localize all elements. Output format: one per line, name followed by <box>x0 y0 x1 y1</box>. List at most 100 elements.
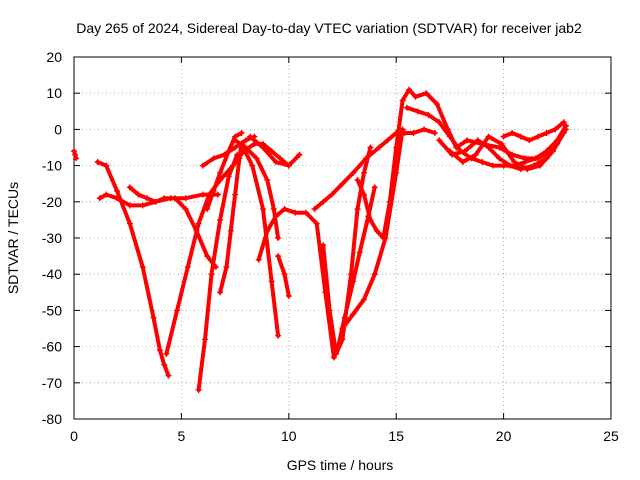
data-point <box>232 144 239 151</box>
data-point <box>193 227 200 234</box>
data-point <box>431 130 438 137</box>
data-point <box>272 213 279 220</box>
data-point <box>507 162 514 169</box>
data-point <box>320 242 327 249</box>
series-sat-a <box>71 148 80 162</box>
y-tick-label: -40 <box>42 266 62 282</box>
data-point <box>350 278 357 285</box>
data-point <box>360 169 367 176</box>
data-point <box>436 119 443 126</box>
data-point <box>436 137 443 144</box>
x-tick-marks <box>73 57 612 419</box>
data-point <box>296 151 303 158</box>
data-point <box>272 158 279 165</box>
data-point <box>350 169 357 176</box>
data-point <box>373 227 380 234</box>
data-point <box>126 202 133 209</box>
series-sat-v <box>446 126 569 173</box>
data-point <box>210 187 217 194</box>
data-point <box>73 155 80 162</box>
data-point <box>485 133 492 140</box>
data-point <box>214 191 221 198</box>
data-point <box>238 140 245 147</box>
data-point <box>543 148 550 155</box>
series-sat-m <box>275 253 292 299</box>
data-point <box>217 216 224 223</box>
data-point <box>461 148 468 155</box>
data-point <box>474 137 481 144</box>
data-point <box>410 130 417 137</box>
data-point <box>517 133 524 140</box>
data-point <box>350 311 357 318</box>
data-point <box>126 220 133 227</box>
data-point <box>496 155 503 162</box>
data-point <box>260 206 267 213</box>
data-point <box>156 347 163 354</box>
series-sat-b <box>94 158 172 379</box>
data-point <box>103 191 110 198</box>
data-point <box>268 148 275 155</box>
data-point <box>225 173 232 180</box>
series-trace <box>196 152 240 392</box>
data-point <box>403 104 410 111</box>
data-point <box>313 220 320 227</box>
y-tick-label: -30 <box>42 230 62 246</box>
y-tick-label: -50 <box>42 302 62 318</box>
y-tick-label: -70 <box>42 375 62 391</box>
data-point <box>281 206 288 213</box>
data-point <box>227 227 234 234</box>
data-point <box>356 249 363 256</box>
data-point <box>371 184 378 191</box>
data-point <box>311 206 318 213</box>
data-point <box>275 253 282 260</box>
data-point <box>524 166 531 173</box>
data-point <box>496 144 503 151</box>
data-point <box>199 191 206 198</box>
data-point <box>360 191 367 198</box>
y-tick-label: 0 <box>54 121 62 137</box>
series-sat-h <box>204 130 245 213</box>
data-point <box>217 169 224 176</box>
x-tick-label: 0 <box>70 428 78 444</box>
data-point <box>275 235 282 241</box>
data-point <box>339 325 346 332</box>
data-point <box>72 151 79 158</box>
x-tick-label: 25 <box>603 428 619 444</box>
series-sat-l <box>255 206 337 361</box>
y-tick-label: -10 <box>42 158 62 174</box>
data-point <box>509 130 516 137</box>
series-sat-k <box>238 140 282 339</box>
series-trace <box>312 127 437 211</box>
data-point <box>268 278 275 285</box>
data-point <box>113 187 120 194</box>
data-point <box>498 140 505 147</box>
data-point <box>543 130 550 137</box>
data-point <box>354 177 361 184</box>
data-point <box>406 86 413 93</box>
data-point <box>339 180 346 187</box>
data-point <box>247 133 254 140</box>
data-point <box>376 144 383 151</box>
data-point <box>485 144 492 151</box>
y-tick-label: -60 <box>42 339 62 355</box>
data-point <box>270 206 277 213</box>
data-point <box>320 198 327 205</box>
data-point <box>94 158 101 165</box>
data-point <box>511 158 518 165</box>
data-point <box>232 191 239 198</box>
series-trace <box>447 127 568 172</box>
data-point <box>371 271 378 278</box>
data-point <box>182 206 189 213</box>
series-sat-s <box>354 86 567 241</box>
data-point <box>255 256 262 263</box>
x-tick-labels: 0 5 10 15 20 25 <box>70 428 619 444</box>
data-point <box>354 206 361 213</box>
data-point <box>341 314 348 321</box>
data-series <box>71 86 569 394</box>
series-trace <box>239 141 281 338</box>
data-point <box>242 137 249 144</box>
data-point <box>367 216 374 223</box>
data-point <box>103 162 110 169</box>
data-point <box>534 133 541 140</box>
series-sat-n <box>247 133 303 169</box>
